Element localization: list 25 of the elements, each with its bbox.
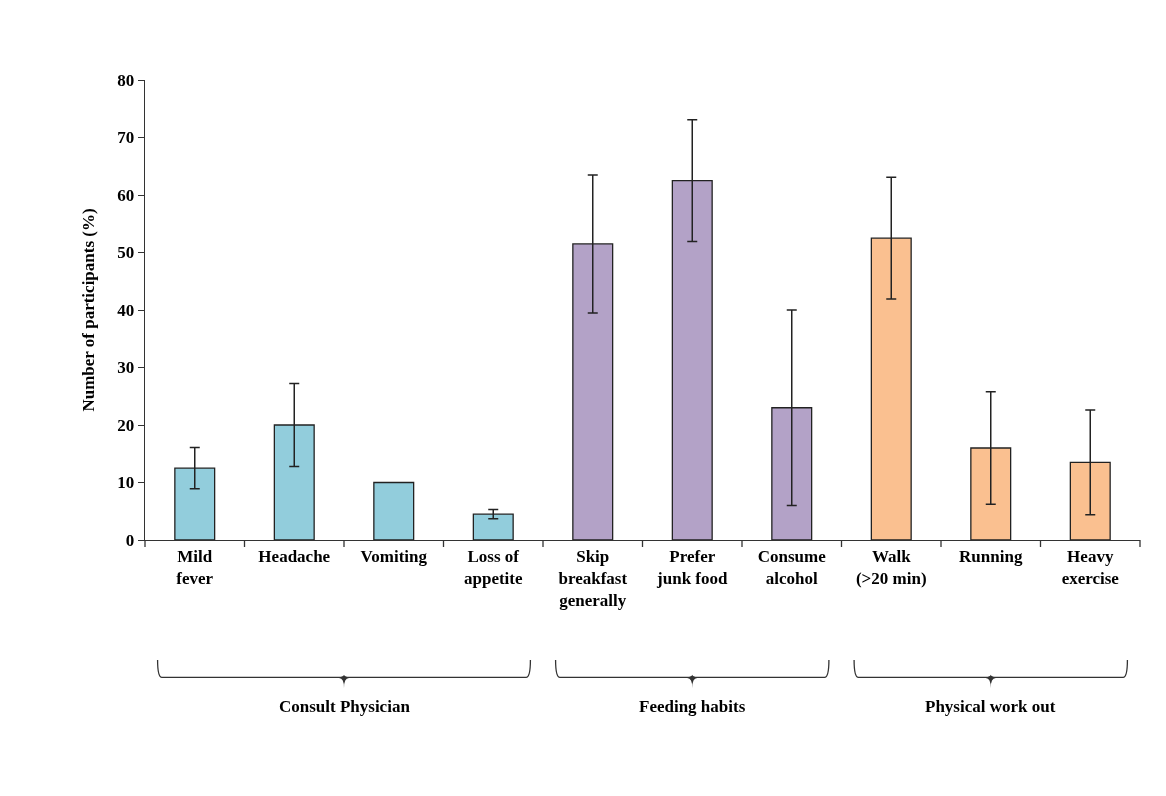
- x-tick-label: Heavy exercise: [1061, 546, 1120, 588]
- x-tick-label: Running: [959, 546, 1023, 566]
- bar: [373, 481, 415, 540]
- y-tick-label: 0: [125, 530, 135, 550]
- x-tick-label: Loss of appetite: [463, 546, 523, 588]
- bar: [472, 513, 514, 540]
- x-tick-label: Prefer junk food: [656, 546, 728, 588]
- text: Physical work out: [925, 697, 1056, 716]
- x-tick-label: Skip breakfast generally: [558, 546, 628, 610]
- text: Consult Physician: [279, 697, 411, 716]
- x-tick-label: Headache: [258, 546, 331, 566]
- x-tick-label: Vomiting: [360, 546, 428, 566]
- y-tick-label: 70: [117, 128, 135, 148]
- x-tick-label: Mild fever: [176, 546, 214, 588]
- y-tick-label: 30: [117, 358, 135, 378]
- x-tick-label: Walk (>20 min): [855, 546, 927, 588]
- y-tick-label: 50: [117, 243, 135, 263]
- text: Feeding habits: [639, 697, 746, 716]
- y-tick-label: 20: [117, 415, 135, 435]
- y-tick-label: 40: [117, 300, 135, 320]
- y-axis-title: Number of participants (%): [79, 208, 98, 412]
- y-tick-label: 80: [117, 70, 135, 90]
- y-tick-label: 10: [117, 473, 135, 493]
- x-tick-label: Consume alcohol: [757, 546, 827, 588]
- y-tick-label: 60: [117, 185, 135, 205]
